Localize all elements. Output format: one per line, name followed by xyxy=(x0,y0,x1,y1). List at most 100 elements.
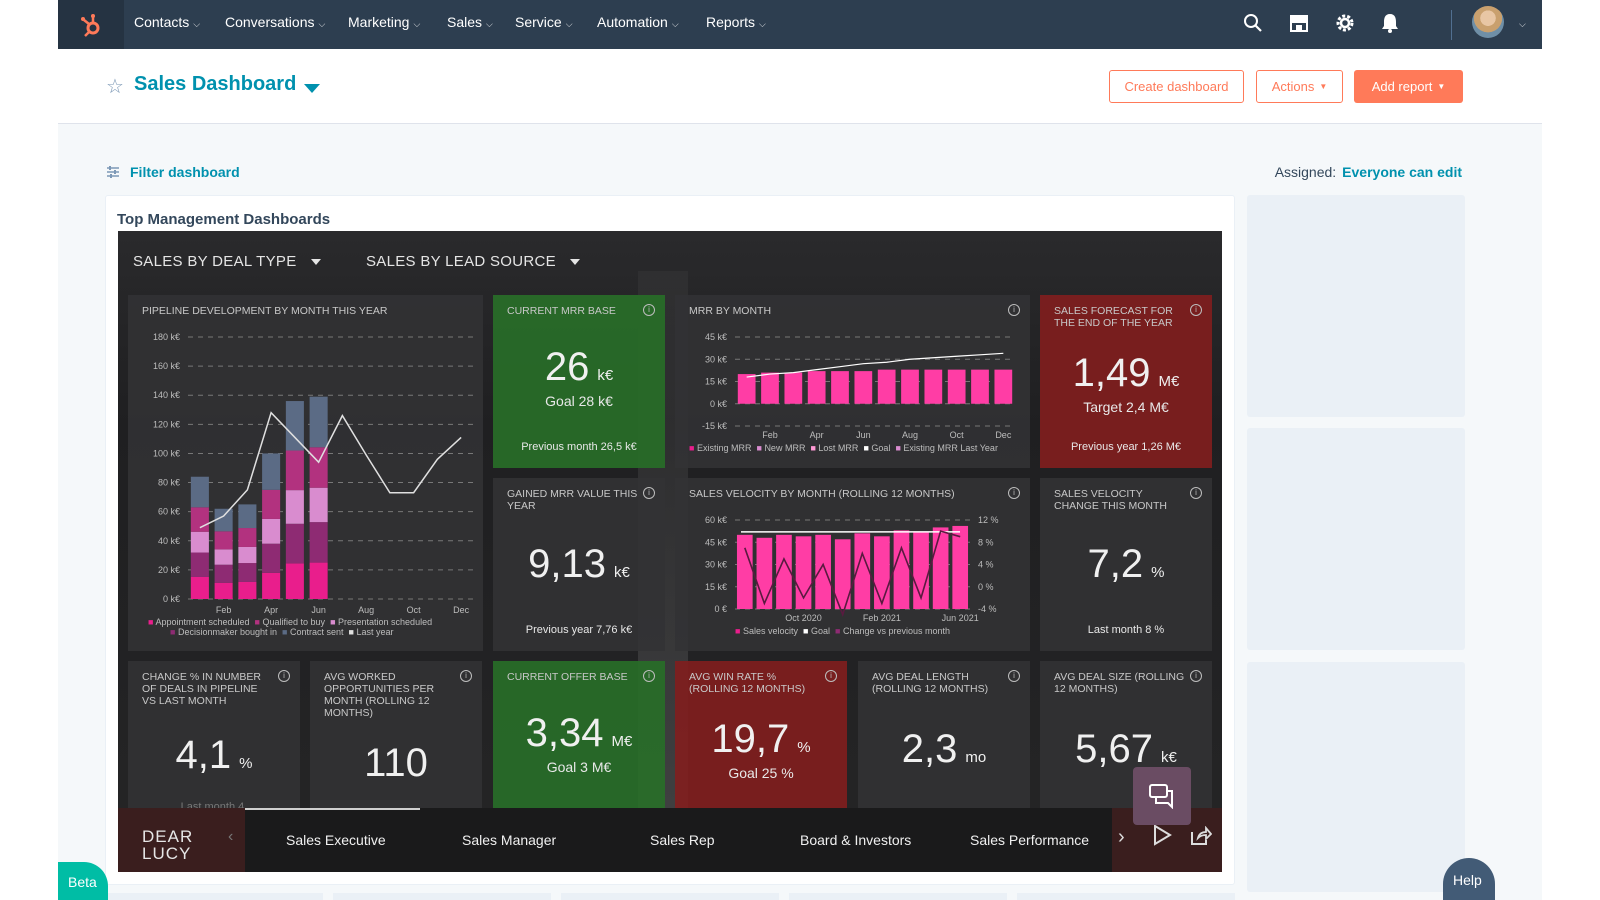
mrr-bar xyxy=(737,374,756,404)
mrr-bar xyxy=(761,372,779,404)
kpi-footer: Last month 4, xyxy=(180,801,248,811)
chevron-down-icon: ⌵ xyxy=(318,19,326,29)
pipeline-bar-segment xyxy=(262,518,281,544)
pipeline-bar-segment xyxy=(262,543,281,573)
info-icon[interactable]: i xyxy=(1190,670,1202,682)
mrr-bar xyxy=(877,369,896,404)
info-icon[interactable]: i xyxy=(278,670,290,682)
mrr-by-month-tile[interactable]: MRR BY MONTH i -15 k€ 0 k€ 15 k€ 30 k€ 45 k€… xyxy=(675,295,1030,468)
favorite-star-icon[interactable]: ☆ xyxy=(106,76,124,98)
kpi-value: 2,3 mo xyxy=(901,727,987,771)
chevron-down-icon: ⌵ xyxy=(759,19,766,29)
y-tick-label: 30 k€ xyxy=(705,560,727,570)
dearlucy-tab-bar: DEAR LUCY ‹ Sales Executive Sales Manager… xyxy=(118,808,1222,872)
nav-reports[interactable]: Reports ⌵ xyxy=(706,14,766,30)
change-deals-tile[interactable]: CHANGE % IN NUMBER OF DEALS IN PIPELINE … xyxy=(128,661,300,811)
current-mrr-base-tile[interactable]: CURRENT MRR BASE i 26 k€ Goal 28 k€ Previ… xyxy=(493,295,665,468)
add-report-button[interactable]: Add report ▼ xyxy=(1354,70,1463,103)
chart-legend: ■ Existing MRR ■ New MRR ■ Lost MRR ■ Go… xyxy=(689,443,998,453)
sales-velocity-tile[interactable]: SALES VELOCITY BY MONTH (ROLLING 12 MONT… xyxy=(675,478,1030,651)
search-icon[interactable] xyxy=(1243,12,1263,39)
velocity-bar xyxy=(932,527,949,609)
chevron-down-icon: ⌵ xyxy=(413,19,421,29)
gear-icon[interactable] xyxy=(1334,12,1356,39)
nav-conversations[interactable]: Conversations ⌵ xyxy=(225,14,326,30)
gained-mrr-tile[interactable]: GAINED MRR VALUE THIS YEAR i 9,13 k€ Prev… xyxy=(493,478,665,651)
chevron-left-icon[interactable]: ‹ xyxy=(228,828,234,845)
assigned-value-link[interactable]: Everyone can edit xyxy=(1342,164,1462,180)
marketplace-icon[interactable] xyxy=(1288,12,1310,39)
nav-marketing[interactable]: Marketing ⌵ xyxy=(348,14,421,30)
avg-deal-length-tile[interactable]: AVG DEAL LENGTH (ROLLING 12 MONTHS) i 2,… xyxy=(858,661,1030,811)
info-icon[interactable]: i xyxy=(643,487,655,499)
y-tick-label: 0 € xyxy=(714,604,727,614)
info-icon[interactable]: i xyxy=(1190,487,1202,499)
mrr-bar xyxy=(784,372,803,404)
x-tick-label: Feb xyxy=(762,430,778,440)
tab-sales-rep[interactable]: Sales Rep xyxy=(650,832,715,848)
pipeline-bar-segment xyxy=(309,487,328,523)
info-icon[interactable]: i xyxy=(1008,487,1020,499)
pipeline-development-tile[interactable]: PIPELINE DEVELOPMENT BY MONTH THIS YEAR … xyxy=(128,295,483,651)
mrr-chart: -15 k€ 0 k€ 15 k€ 30 k€ 45 k€ Feb Apr Jun Aug Oct… xyxy=(702,332,1015,440)
kpi-value: 19,7% xyxy=(711,717,811,761)
account-chevron-down-icon[interactable]: ⌵ xyxy=(1519,19,1526,29)
bell-icon[interactable] xyxy=(1380,12,1400,39)
info-icon[interactable]: i xyxy=(460,670,472,682)
actions-button[interactable]: Actions ▼ xyxy=(1256,70,1343,103)
tab-sales-performance[interactable]: Sales Performance xyxy=(970,832,1090,848)
create-dashboard-button[interactable]: Create dashboard xyxy=(1109,70,1244,103)
kpi-goal: Target 2,4 M€ xyxy=(1083,399,1169,415)
nav-service[interactable]: Service ⌵ xyxy=(515,14,573,30)
legend-item: Lost MRR xyxy=(818,443,859,453)
play-icon[interactable] xyxy=(1152,824,1172,851)
pipeline-bar-segment xyxy=(285,490,304,524)
beta-badge[interactable]: Beta xyxy=(58,862,108,900)
avatar[interactable] xyxy=(1472,6,1504,38)
nav-automation[interactable]: Automation ⌵ xyxy=(597,14,679,30)
active-tab-indicator xyxy=(245,808,420,810)
avg-win-rate-tile[interactable]: AVG WIN RATE % (ROLLING 12 MONTHS) i 19,… xyxy=(675,661,847,811)
kpi-value: 3,34 M€ xyxy=(525,711,633,755)
info-icon[interactable]: i xyxy=(643,670,655,682)
nav-contacts[interactable]: Contacts ⌵ xyxy=(134,14,201,30)
info-icon[interactable]: i xyxy=(643,304,655,316)
x-tick-label: Aug xyxy=(902,430,918,440)
sales-by-deal-type-selector[interactable]: SALES BY DEAL TYPE xyxy=(133,253,321,270)
sales-forecast-tile[interactable]: SALES FORECAST FOR THE END OF THE YEAR i… xyxy=(1040,295,1212,468)
chat-button[interactable] xyxy=(1133,767,1191,825)
y-tick-label: 160 k€ xyxy=(153,361,180,371)
info-icon[interactable]: i xyxy=(1190,304,1202,316)
dashboard-switcher-caret-icon[interactable] xyxy=(304,84,320,93)
x-tick-label: Jun xyxy=(311,605,326,615)
info-icon[interactable]: i xyxy=(1008,670,1020,682)
avg-worked-opportunities-tile[interactable]: AVG WORKED OPPORTUNITIES PER MONTH (ROLL… xyxy=(310,661,482,811)
caret-down-icon: ▼ xyxy=(1319,82,1328,91)
tab-board-investors[interactable]: Board & Investors xyxy=(800,832,912,848)
top-navigation: Contacts ⌵ Conversations ⌵ Marketing ⌵ Sale… xyxy=(58,0,1542,49)
sales-by-lead-source-selector[interactable]: SALES BY LEAD SOURCE xyxy=(366,253,580,270)
info-icon[interactable]: i xyxy=(825,670,837,682)
x-tick-label: Oct xyxy=(407,605,422,615)
share-icon[interactable] xyxy=(1190,825,1213,851)
nav-sales[interactable]: Sales ⌵ xyxy=(447,14,493,30)
sales-velocity-change-tile[interactable]: SALES VELOCITY CHANGE THIS MONTH i 7,2% … xyxy=(1040,478,1212,651)
page-title[interactable]: Sales Dashboard xyxy=(134,73,297,95)
info-icon[interactable]: i xyxy=(1008,304,1020,316)
y2-tick-label: 12 % xyxy=(978,515,999,525)
tab-sales-manager[interactable]: Sales Manager xyxy=(462,832,557,848)
x-tick-label: Jun 2021 xyxy=(942,613,979,623)
current-offer-base-tile[interactable]: CURRENT OFFER BASE i 3,34 M€ Goal 3 M€ xyxy=(493,661,665,811)
velocity-change-line xyxy=(744,530,961,617)
legend-item: Goal xyxy=(810,626,830,636)
pipeline-bar-segment xyxy=(214,549,233,565)
filter-dashboard-label: Filter dashboard xyxy=(130,164,240,180)
y2-tick-label: 8 % xyxy=(978,537,994,547)
tab-sales-executive[interactable]: Sales Executive xyxy=(286,832,386,848)
help-button[interactable]: Help xyxy=(1443,858,1495,900)
chevron-down-icon: ⌵ xyxy=(486,19,493,29)
pipeline-bar-segment xyxy=(309,522,328,563)
filter-dashboard-link[interactable]: Filter dashboard xyxy=(106,164,240,180)
hubspot-logo-icon[interactable] xyxy=(58,0,124,49)
chevron-right-icon[interactable]: › xyxy=(1118,826,1125,848)
